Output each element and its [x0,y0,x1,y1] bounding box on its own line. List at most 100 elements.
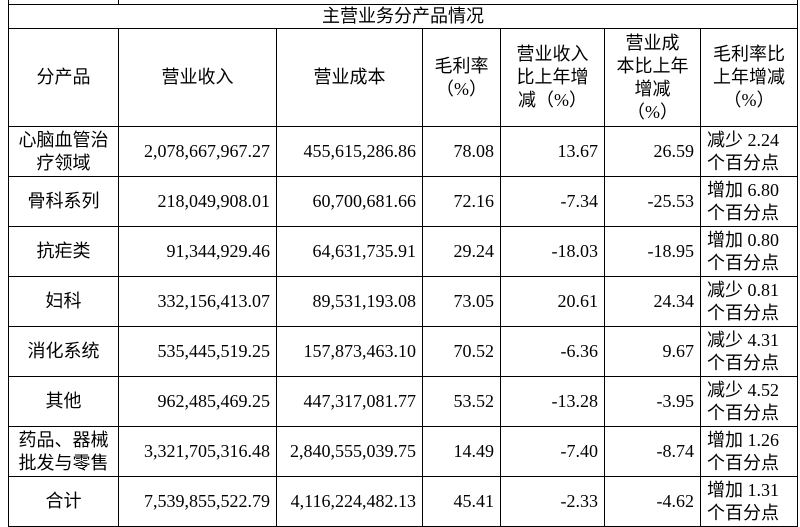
product-table: 主营业务分产品情况 分产品 营业收入 营业成本 毛利率 （%） 营业收入 比上年增 减（%）营… [7,0,799,527]
data-row: 抗疟类 91,344,929.46 64,631,735.91 29.24 -18.03… [8,226,799,277]
data-row: 心脑血管治 疗领域 2,078,667,967.27 455,615,286.86 78… [8,126,799,177]
value-cell: -4.62 [604,476,701,527]
cell-line: 增减 [634,78,671,99]
cell-line: 个百分点 [707,202,779,223]
product-cell: 心脑血管治 疗领域 [8,126,119,177]
product-cell: 妇科 [8,276,119,327]
value-cell: 3,321,705,316.48 [118,426,277,477]
value-cell: 218,049,908.01 [118,176,277,227]
data-row: 骨科系列 218,049,908.01 60,700,681.66 72.16 -7.3… [8,176,799,227]
value-cell: 2,078,667,967.27 [118,126,277,177]
title-row: 主营业务分产品情况 [7,4,799,29]
cell-line: 增加 0.80 [707,229,779,250]
value-cell: 13.67 [500,126,605,177]
value-cell: 535,445,519.25 [118,326,277,377]
cell-line: 增加 1.31 [707,479,779,500]
cell-line: 比上年增 [516,67,589,87]
value-cell: 70.52 [422,326,501,377]
header-cell: 毛利率 （%） [422,28,501,127]
value-cell: -18.03 [500,226,605,277]
product-cell: 消化系统 [8,326,119,377]
value-cell: 91,344,929.46 [118,226,277,277]
cell-line: 减（%） [518,90,587,110]
cell-line: 营业收入 [516,44,589,64]
value-cell: -7.40 [500,426,605,477]
value-cell: 53.52 [422,376,501,427]
cell-line: 疗领域 [36,152,91,173]
value-cell: 增加 6.80 个百分点 [699,176,799,227]
cell-line: 毛利率比 [713,44,786,64]
header-cell: 营业成本 [276,28,423,127]
value-cell: 2,840,555,039.75 [276,426,423,477]
product-cell: 药品、器械 批发与零售 [8,426,119,477]
value-cell: 455,615,286.86 [276,126,423,177]
value-cell: 89,531,193.08 [276,276,423,327]
value-cell: -2.33 [500,476,605,527]
cell-line: 药品、器械 [18,429,109,450]
value-cell: 962,485,469.25 [118,376,277,427]
value-cell: 20.61 [500,276,605,327]
cell-line: 个百分点 [707,352,779,373]
cell-line: 增加 6.80 [707,179,779,200]
value-cell: -6.36 [500,326,605,377]
value-cell: 64,631,735.91 [276,226,423,277]
value-cell: 72.16 [422,176,501,227]
data-row: 其他 962,485,469.25 447,317,081.77 53.52 -13.2… [8,376,799,427]
value-cell: -7.34 [500,176,605,227]
cell-line: 个百分点 [707,302,779,323]
value-cell: 78.08 [422,126,501,177]
cell-line: 毛利率 [434,55,489,76]
value-cell: 447,317,081.77 [276,376,423,427]
value-cell: 45.41 [422,476,501,527]
product-cell: 骨科系列 [8,176,119,227]
value-cell: 14.49 [422,426,501,477]
value-cell: 157,873,463.10 [276,326,423,377]
value-cell: 73.05 [422,276,501,327]
value-cell: 60,700,681.66 [276,176,423,227]
value-cell: -18.95 [604,226,701,277]
value-cell: 增加 0.80 个百分点 [699,226,799,277]
product-cell: 抗疟类 [8,226,119,277]
value-cell: 减少 2.24 个百分点 [699,126,799,177]
product-cell: 合计 [8,476,119,527]
header-cell: 营业收入比上年增减（%） [500,28,605,127]
value-cell: 24.34 [604,276,701,327]
cell-line: 上年增减 [713,67,786,87]
cell-line: 个百分点 [707,502,779,523]
value-cell: -8.74 [604,426,701,477]
table-title: 主营业务分产品情况 [7,4,799,29]
cell-line: 营业成 [625,32,680,53]
header-cell: 毛利率比上年增减 （%） [699,28,799,127]
cell-line: （%） [723,90,775,110]
cell-line: 个百分点 [707,152,779,173]
data-row: 妇科 332,156,413.07 89,531,193.08 73.05 20.61 2… [8,276,799,327]
cell-line: 减少 4.52 [707,379,779,400]
product-cell: 其他 [8,376,119,427]
value-cell: 7,539,855,522.79 [118,476,277,527]
value-cell: 332,156,413.07 [118,276,277,327]
cell-line: 个百分点 [707,402,779,423]
cell-line: 心脑血管治 [18,129,109,150]
cell-line: 个百分点 [707,452,779,473]
header-cell: 分产品 [8,28,119,127]
cell-line: （%） [436,78,487,99]
value-cell: 4,116,224,482.13 [276,476,423,527]
value-cell: -13.28 [500,376,605,427]
value-cell: 减少 4.31 个百分点 [699,326,799,377]
cell-line: 个百分点 [707,252,779,273]
value-cell: -25.53 [604,176,701,227]
value-cell: -3.95 [604,376,701,427]
value-cell: 26.59 [604,126,701,177]
cell-line: 减少 0.81 [707,279,779,300]
cell-line: 本比上年 [616,55,689,76]
header-cell: 营业收入 [118,28,277,127]
header-cell: 营业成 本比上年 增减 （%） [604,28,701,127]
header-row: 分产品 营业收入 营业成本 毛利率 （%） 营业收入 比上年增 减（%） 营业成 本比上年 增减 （%… [8,28,799,127]
data-row: 药品、器械 批发与零售 3,321,705,316.48 2,840,555,039.… [8,426,799,477]
cell-line: 批发与零售 [18,452,109,473]
data-row: 合计 7,539,855,522.79 4,116,224,482.13 45.41-… [8,476,799,527]
value-cell: 增加 1.31 个百分点 [699,476,799,527]
value-cell: 增加 1.26 个百分点 [699,426,799,477]
cell-line: （%） [627,101,678,122]
